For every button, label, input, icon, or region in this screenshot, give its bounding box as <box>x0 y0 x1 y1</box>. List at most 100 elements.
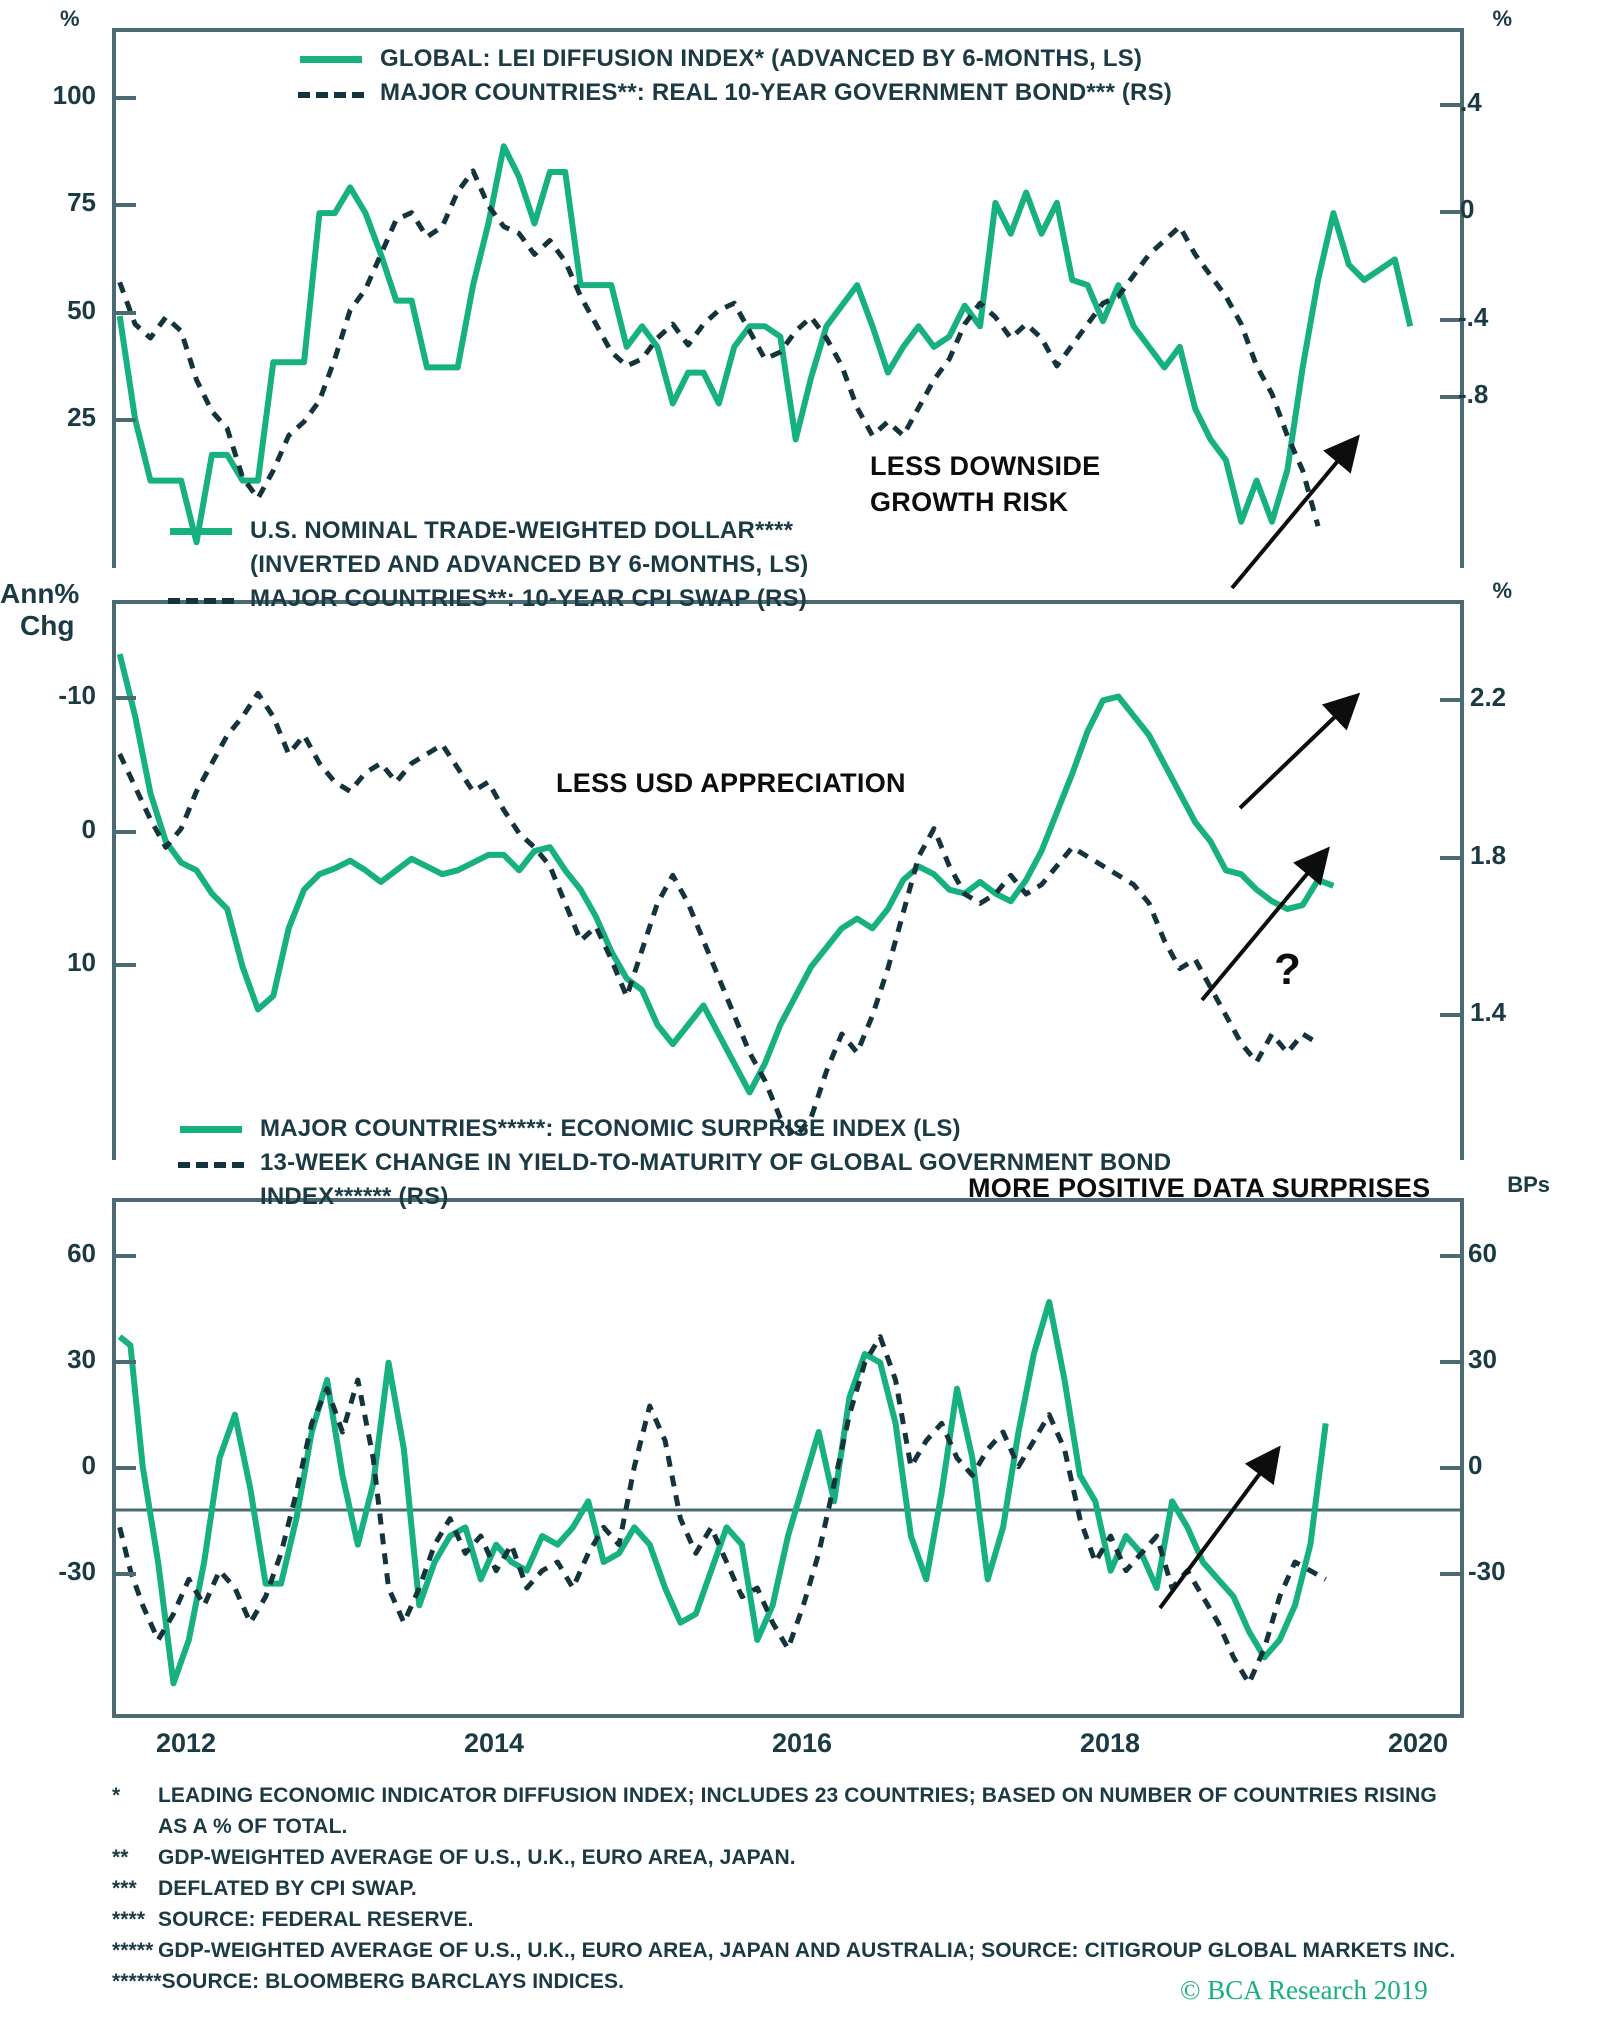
panel-bot-legend: MAJOR COUNTRIES*****: ECONOMIC SURPRISE … <box>174 1112 1171 1214</box>
panel-bot-ytick-3: -30 <box>58 1556 96 1586</box>
legend-label-usd: U.S. NOMINAL TRADE-WEIGHTED DOLLAR**** <box>250 517 794 544</box>
legend-label-surprise: MAJOR COUNTRIES*****: ECONOMIC SURPRISE … <box>260 1115 961 1142</box>
footnote-2-marker: ** <box>112 1846 129 1869</box>
footnote-6-marker: ****** <box>112 1970 162 1993</box>
panel-mid-ytick-1: 0 <box>81 814 96 844</box>
panel-mid-y2tick-1: 1.8 <box>1470 840 1507 870</box>
panel-top-legend: GLOBAL: LEI DIFFUSION INDEX* (ADVANCED B… <box>294 42 1172 110</box>
legend-label-cpi-swap: MAJOR COUNTRIES**: 10-YEAR CPI SWAP (RS) <box>250 585 807 612</box>
panel-top-right-unit: % <box>1492 6 1512 31</box>
legend-entry-surprise: MAJOR COUNTRIES*****: ECONOMIC SURPRISE … <box>174 1112 1171 1146</box>
panel-mid-up-arrow-icon-1 <box>1238 692 1361 810</box>
panel-top-series <box>116 143 1414 546</box>
panel-top-up-arrow-icon <box>1230 434 1360 590</box>
legend-label-yield-change: 13-WEEK CHANGE IN YIELD-TO-MATURITY OF G… <box>260 1149 1172 1176</box>
panel-mid-up-arrow-icon-2 <box>1200 846 1330 1002</box>
panel-bot-up-arrow-icon <box>1158 1445 1281 1610</box>
footnote-5-marker: ***** <box>112 1939 154 1962</box>
legend-label-lei: GLOBAL: LEI DIFFUSION INDEX* (ADVANCED B… <box>380 45 1143 72</box>
footnote-1-marker: * <box>112 1784 121 1807</box>
dashed-line-key-icon <box>164 582 238 616</box>
x-axis: 2012 2014 2016 2018 2020 <box>112 1722 1464 1782</box>
footnote-3-text: DEFLATED BY CPI SWAP. <box>158 1877 417 1900</box>
footnote-2-text: GDP-WEIGHTED AVERAGE OF U.S., U.K., EURO… <box>158 1846 796 1869</box>
panel-top-y2tick-3: -.8 <box>1458 379 1489 409</box>
panel-top-y2tick-0: .4 <box>1460 87 1482 117</box>
panel-top-annotation-line2: GROWTH RISK <box>870 487 1069 517</box>
panel-mid-y2tick-2: 1.4 <box>1470 997 1507 1027</box>
x-tick-label-4: 2020 <box>1387 1728 1449 1758</box>
solid-line-key-icon <box>174 1112 248 1146</box>
panel-bot: 60 30 0 -30 BPs 60 30 0 -30 MAJOR COUNTR… <box>58 1115 1550 1718</box>
series-path <box>117 1299 1329 1687</box>
panel-top-ytick-1: 75 <box>67 187 96 217</box>
panel-mid-ytick-0: -10 <box>58 680 96 710</box>
panel-top: % 100 75 50 25 % .4 0 -.4 -.8 GLOBAL: LE… <box>53 6 1512 590</box>
dashed-line-key-icon <box>294 76 368 110</box>
panel-top-ytick-3: 25 <box>67 402 96 432</box>
series-path <box>117 690 1320 1140</box>
copyright-notice: © BCΑ Research 2019 <box>1180 1975 1428 2005</box>
panel-mid-left-unit-line2: Chg <box>20 610 75 641</box>
footnote-5-text: GDP-WEIGHTED AVERAGE OF U.S., U.K., EURO… <box>158 1939 1456 1962</box>
panel-top-y2tick-1: 0 <box>1460 194 1475 224</box>
panel-top-plot-area <box>112 28 1464 568</box>
panel-mid-left-unit-line1: Ann% <box>0 578 80 609</box>
panel-bot-series <box>112 1299 1464 1687</box>
panel-mid: Ann% Chg -10 0 10 % 2.2 1.8 1.4 U.S. NOM… <box>0 517 1512 1160</box>
footnote-3: *** DEFLATED BY CPI SWAP. <box>112 1873 1592 1904</box>
panel-mid-y2tick-0: 2.2 <box>1470 682 1507 712</box>
x-tick-label-0: 2012 <box>155 1728 217 1758</box>
legend-entry-cpi-swap: MAJOR COUNTRIES**: 10-YEAR CPI SWAP (RS) <box>164 582 809 616</box>
panel-bot-y2tick-1: 30 <box>1468 1344 1497 1374</box>
footnote-5: ***** GDP-WEIGHTED AVERAGE OF U.S., U.K.… <box>112 1935 1592 1966</box>
footnote-1-text: LEADING ECONOMIC INDICATOR DIFFUSION IND… <box>158 1780 1592 1842</box>
solid-line-key-icon <box>164 514 238 548</box>
legend-entry-yield-change: 13-WEEK CHANGE IN YIELD-TO-MATURITY OF G… <box>174 1146 1171 1180</box>
panel-mid-ytick-2: 10 <box>67 947 96 977</box>
footnote-1-line2: AS A % OF TOTAL. <box>158 1815 348 1838</box>
panel-top-left-unit: % <box>60 6 80 31</box>
dashed-line-key-icon <box>174 1146 248 1180</box>
series-path <box>116 143 1414 546</box>
panel-bot-ytick-2: 0 <box>81 1450 96 1480</box>
x-tick-label-3: 2018 <box>1079 1728 1141 1758</box>
panel-bot-annotation: MORE POSITIVE DATA SURPRISES <box>968 1173 1431 1203</box>
series-path <box>117 168 1321 527</box>
footnote-4-marker: **** <box>112 1908 146 1931</box>
panel-bot-right-unit: BPs <box>1507 1172 1550 1197</box>
panel-mid-plot-area <box>112 600 1464 1160</box>
footnote-4: **** SOURCE: FEDERAL RESERVE. <box>112 1904 1592 1935</box>
panel-bot-y2tick-2: 0 <box>1468 1450 1483 1480</box>
footnote-2: ** GDP-WEIGHTED AVERAGE OF U.S., U.K., E… <box>112 1842 1592 1873</box>
legend-label-real-bond: MAJOR COUNTRIES**: REAL 10-YEAR GOVERNME… <box>380 79 1172 106</box>
footnote-6-text: SOURCE: BLOOMBERG BARCLAYS INDICES. <box>161 1970 625 1993</box>
x-tick-label-2: 2016 <box>771 1728 833 1758</box>
panel-bot-ytick-1: 30 <box>67 1344 96 1374</box>
legend-label-yield-change-line2: INDEX****** (RS) <box>260 1183 449 1210</box>
footnote-1-line1: LEADING ECONOMIC INDICATOR DIFFUSION IND… <box>158 1784 1437 1807</box>
panel-bot-plot-area <box>112 1198 1464 1718</box>
panel-bot-y2tick-0: 60 <box>1468 1238 1497 1268</box>
panel-top-ytick-2: 50 <box>67 295 96 325</box>
legend-entry-lei: GLOBAL: LEI DIFFUSION INDEX* (ADVANCED B… <box>294 42 1172 76</box>
legend-entry-usd: U.S. NOMINAL TRADE-WEIGHTED DOLLAR**** <box>164 514 809 548</box>
panel-bot-y2tick-3: -30 <box>1468 1556 1506 1586</box>
footnote-4-text: SOURCE: FEDERAL RESERVE. <box>158 1908 474 1931</box>
panel-top-annotation-line1: LESS DOWNSIDE <box>870 451 1101 481</box>
panel-top-y2tick-2: -.4 <box>1458 302 1489 332</box>
panel-mid-annotation: LESS USD APPRECIATION <box>556 768 906 798</box>
series-path <box>116 653 1335 1096</box>
solid-line-key-icon <box>294 42 368 76</box>
legend-entry-real-bond: MAJOR COUNTRIES**: REAL 10-YEAR GOVERNME… <box>294 76 1172 110</box>
footnote-3-marker: *** <box>112 1877 137 1900</box>
x-tick-label-1: 2014 <box>463 1728 525 1758</box>
legend-label-usd-line2: (INVERTED AND ADVANCED BY 6-MONTHS, LS) <box>250 551 809 578</box>
panel-top-ytick-0: 100 <box>52 80 96 110</box>
panel-bot-ytick-0: 60 <box>67 1238 96 1268</box>
footnote-6: ****** SOURCE: BLOOMBERG BARCLAYS INDICE… <box>112 1966 1592 1997</box>
panel-mid-legend: U.S. NOMINAL TRADE-WEIGHTED DOLLAR**** (… <box>164 514 809 616</box>
footnotes: * LEADING ECONOMIC INDICATOR DIFFUSION I… <box>112 1780 1592 1997</box>
panel-top-annotation: LESS DOWNSIDE GROWTH RISK <box>870 448 1100 520</box>
